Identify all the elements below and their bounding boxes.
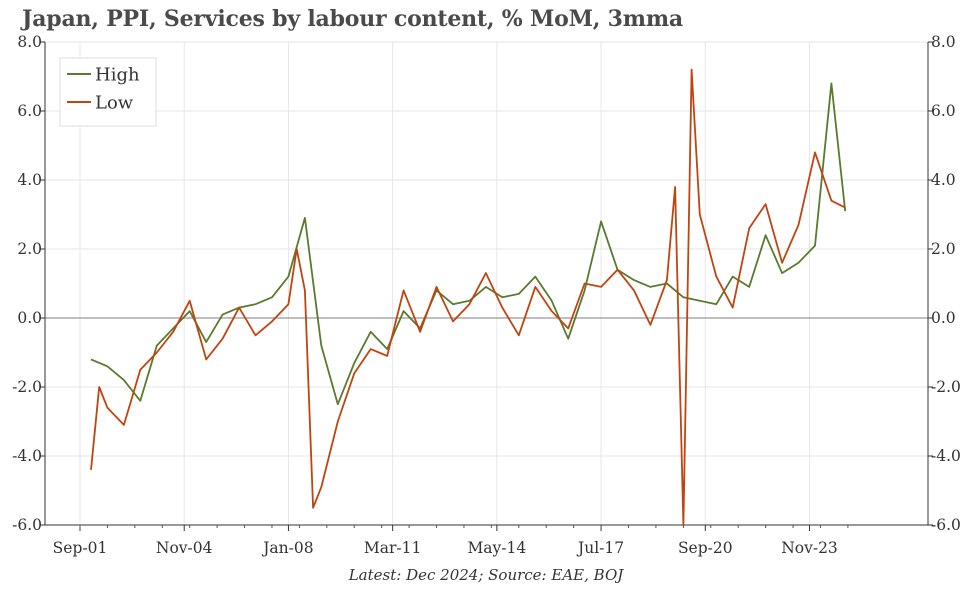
y-tick-label-right: 8.0 (931, 33, 956, 51)
x-tick-label: Mar-11 (364, 539, 421, 557)
series-line-low (90, 68, 846, 526)
y-tick-label-left: 8.0 (17, 33, 42, 51)
legend-label-low: Low (95, 93, 134, 114)
y-tick-label-right: -2.0 (931, 378, 961, 396)
y-tick-label-right: 4.0 (931, 171, 956, 189)
legend-box (59, 57, 157, 127)
series-lines (90, 68, 847, 526)
x-axis-ticks: Sep-01 Nov-04 Jan-08 Mar-11 May-14 Jul-17 Sep-… (53, 525, 849, 557)
grid-lines (45, 41, 928, 526)
series-line-high (90, 82, 847, 406)
legend: High Low (59, 57, 157, 127)
y-tick-label-left: 0.0 (17, 309, 42, 327)
y-tick-label-right: 6.0 (931, 102, 956, 120)
y-tick-label-left: -4.0 (12, 447, 42, 465)
y-tick-label-right: -4.0 (931, 447, 961, 465)
x-tick-label: Sep-20 (678, 539, 733, 557)
y-tick-label-left: -6.0 (12, 516, 42, 534)
chart-title: Japan, PPI, Services by labour content, … (22, 6, 683, 32)
y-axis-right-ticks: 8.0 6.0 4.0 2.0 0.0 -2.0 -4.0 -6.0 (928, 33, 961, 534)
y-tick-label-left: 6.0 (17, 102, 42, 120)
axes (44, 42, 929, 526)
x-tick-label: Jan-08 (261, 539, 313, 557)
y-tick-label-left: -2.0 (12, 378, 42, 396)
y-tick-label-left: 4.0 (17, 171, 42, 189)
legend-label-high: High (95, 65, 140, 86)
y-tick-label-left: 2.0 (17, 240, 42, 258)
x-tick-label: Nov-04 (156, 539, 213, 557)
x-tick-label: May-14 (467, 539, 526, 557)
y-tick-label-right: 0.0 (931, 309, 956, 327)
y-tick-label-right: -6.0 (931, 516, 961, 534)
x-tick-label: Sep-01 (53, 539, 108, 557)
x-tick-label: Nov-23 (781, 539, 838, 557)
y-tick-label-right: 2.0 (931, 240, 956, 258)
x-tick-label: Jul-17 (576, 539, 624, 557)
y-axis-left-ticks: 8.0 6.0 4.0 2.0 0.0 -2.0 -4.0 -6.0 (12, 33, 45, 534)
chart-footnote: Latest: Dec 2024; Source: EAE, BOJ (348, 566, 624, 584)
